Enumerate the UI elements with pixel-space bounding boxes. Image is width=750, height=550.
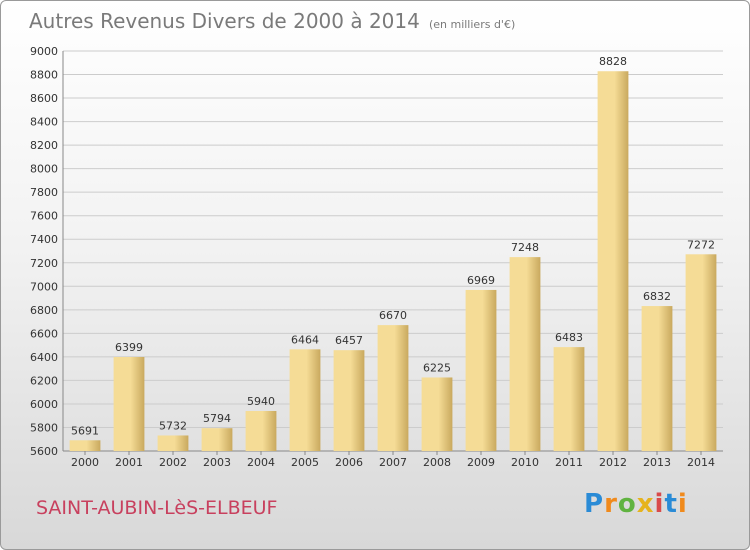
logo-letter: o <box>617 489 637 519</box>
data-label: 5940 <box>247 395 275 408</box>
logo-letter: P <box>584 489 605 519</box>
y-tick-label: 5800 <box>30 421 58 434</box>
x-tick-label: 2009 <box>467 456 495 469</box>
data-label: 7272 <box>687 238 715 251</box>
chart-unit: (en milliers d'€) <box>428 18 516 31</box>
bar <box>377 325 409 451</box>
data-label: 6969 <box>467 274 495 287</box>
x-tick-label: 2004 <box>247 456 275 469</box>
x-tick-label: 2011 <box>555 456 583 469</box>
x-tick-label: 2003 <box>203 456 231 469</box>
logo-letter: r <box>604 489 618 519</box>
y-tick-label: 8200 <box>30 139 58 152</box>
data-label: 5732 <box>159 419 187 432</box>
y-tick-label: 6600 <box>30 327 58 340</box>
logo-letter: i <box>677 489 688 519</box>
y-tick-label: 7400 <box>30 233 58 246</box>
bar <box>333 350 365 451</box>
bar <box>685 254 717 451</box>
x-tick-label: 2006 <box>335 456 363 469</box>
data-label: 6483 <box>555 331 583 344</box>
x-tick-label: 2001 <box>115 456 143 469</box>
y-tick-label: 8600 <box>30 92 58 105</box>
data-label: 6670 <box>379 309 407 322</box>
bar <box>245 411 277 451</box>
x-tick-label: 2014 <box>687 456 715 469</box>
y-tick-label: 7000 <box>30 280 58 293</box>
chart-title-text: Autres Revenus Divers de 2000 à 2014 <box>29 9 420 33</box>
y-tick-label: 6000 <box>30 398 58 411</box>
data-label: 6225 <box>423 361 451 374</box>
data-label: 8828 <box>599 55 627 68</box>
data-label: 5691 <box>71 424 99 437</box>
city-name: SAINT-AUBIN-LèS-ELBEUF <box>36 497 278 519</box>
bar <box>201 428 233 451</box>
logo-letter: x <box>636 489 655 519</box>
data-label: 6457 <box>335 334 363 347</box>
bar <box>597 71 629 451</box>
x-tick-label: 2013 <box>643 456 671 469</box>
logo-letter: i <box>654 489 665 519</box>
x-tick-label: 2007 <box>379 456 407 469</box>
bar <box>69 440 101 451</box>
bar <box>289 349 321 451</box>
bar <box>113 357 145 451</box>
x-tick-label: 2012 <box>599 456 627 469</box>
data-label: 6399 <box>115 341 143 354</box>
y-tick-label: 7800 <box>30 186 58 199</box>
x-tick-label: 2010 <box>511 456 539 469</box>
x-tick-label: 2000 <box>71 456 99 469</box>
data-label: 6832 <box>643 290 671 303</box>
y-tick-label: 8800 <box>30 69 58 82</box>
bar <box>509 257 541 451</box>
bar <box>421 377 453 451</box>
y-tick-label: 9000 <box>30 45 58 58</box>
bar <box>641 306 673 451</box>
x-tick-label: 2002 <box>159 456 187 469</box>
y-tick-label: 6200 <box>30 374 58 387</box>
data-label: 7248 <box>511 241 539 254</box>
logo-letter: t <box>664 489 678 519</box>
data-label: 5794 <box>203 412 231 425</box>
bar <box>553 347 585 451</box>
chart-title: Autres Revenus Divers de 2000 à 2014 (en… <box>29 9 515 33</box>
y-tick-label: 6800 <box>30 304 58 317</box>
x-tick-label: 2008 <box>423 456 451 469</box>
data-label: 6464 <box>291 333 319 346</box>
y-tick-label: 8400 <box>30 116 58 129</box>
bar <box>157 435 189 451</box>
proxiti-logo: Proxiti <box>584 489 688 519</box>
y-tick-label: 7600 <box>30 210 58 223</box>
y-tick-label: 8000 <box>30 163 58 176</box>
y-tick-label: 5600 <box>30 445 58 458</box>
x-tick-label: 2005 <box>291 456 319 469</box>
y-tick-label: 7200 <box>30 257 58 270</box>
bar <box>465 289 497 451</box>
y-tick-label: 6400 <box>30 351 58 364</box>
